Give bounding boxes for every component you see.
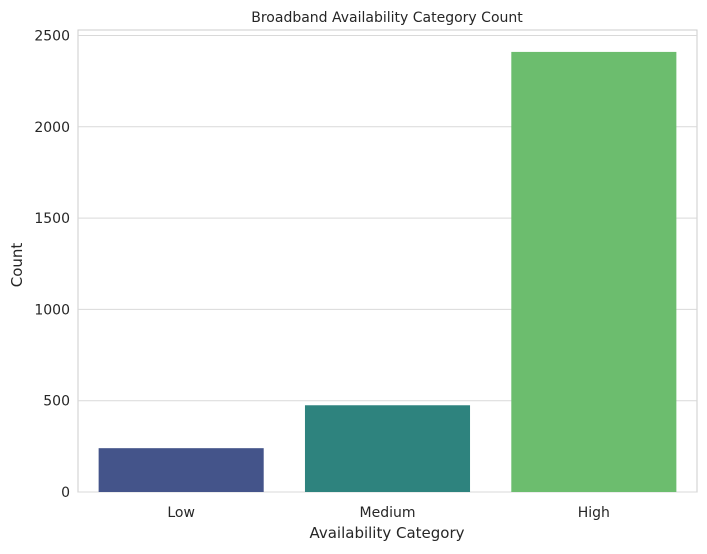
y-tick-label: 0 — [61, 485, 70, 501]
y-tick-label: 1500 — [34, 211, 70, 227]
bars — [98, 51, 677, 492]
x-tick-labels: Low Medium High — [167, 505, 610, 521]
chart-title: Broadband Availability Category Count — [251, 10, 523, 26]
bar-low — [98, 448, 264, 492]
y-tick-label: 1000 — [34, 302, 70, 318]
y-tick-label: 2000 — [34, 120, 70, 136]
bar-medium — [304, 405, 471, 492]
y-tick-label: 2500 — [34, 28, 70, 44]
x-tick-label: Low — [167, 505, 195, 521]
bar-high — [511, 51, 677, 492]
x-tick-label: High — [578, 505, 610, 521]
y-tick-labels: 0 500 1000 1500 2000 2500 — [34, 28, 70, 501]
y-axis-title: Count — [8, 243, 26, 288]
y-tick-label: 500 — [43, 394, 70, 410]
x-axis-title: Availability Category — [309, 524, 464, 542]
x-tick-label: Medium — [360, 505, 416, 521]
